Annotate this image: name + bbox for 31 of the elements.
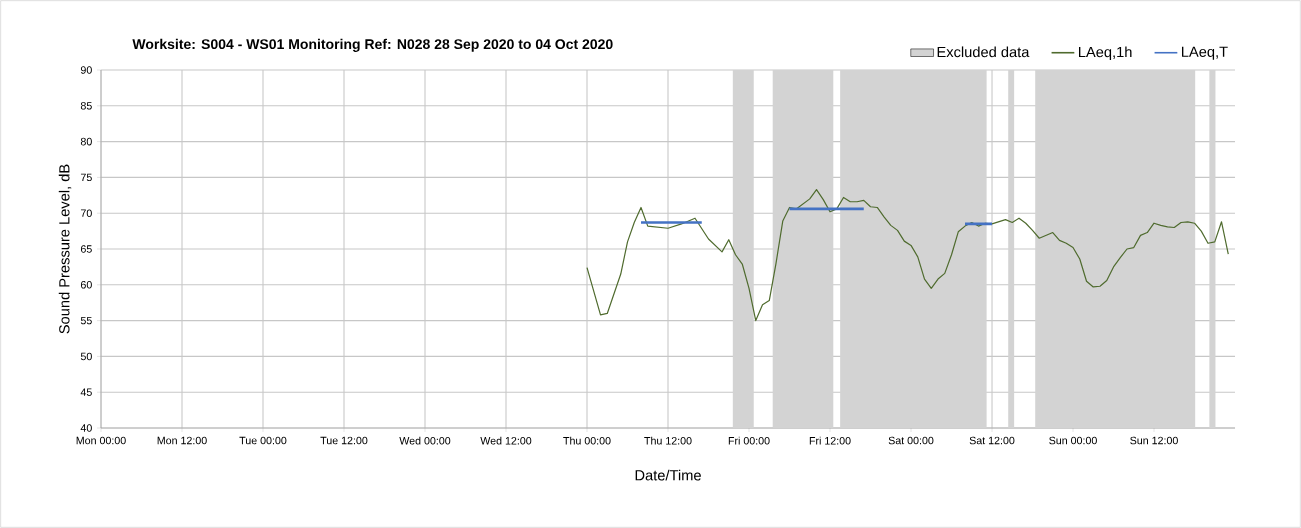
legend-label: LAeq,T: [1182, 46, 1228, 60]
x-axis-title: Date/Time: [635, 469, 701, 481]
y-axis-title: Sound Pressure Level, dB: [58, 164, 72, 334]
x-tick-label: Wed 00:00: [399, 436, 451, 445]
x-tick-label: Sun 12:00: [1130, 436, 1178, 445]
x-tick-label: Fri 00:00: [728, 436, 770, 445]
x-tick-label: Thu 12:00: [644, 436, 692, 445]
x-tick-label: Tue 12:00: [320, 436, 368, 445]
x-tick-label: Mon 12:00: [157, 436, 207, 445]
legend-label: Excluded data: [937, 46, 1030, 58]
x-tick-label: Fri 12:00: [809, 436, 851, 445]
y-tick-label: 70: [80, 209, 92, 217]
y-tick-label: 80: [80, 137, 92, 146]
y-tick-label: 45: [80, 388, 92, 396]
y-tick-label: 50: [80, 352, 92, 361]
chart-title: Worksite: S004 - WS01 Monitoring Ref: N028 28 Sep 2020 to 04 Oct 2020: [132, 38, 613, 52]
y-tick-label: 40: [80, 424, 92, 432]
x-tick-label: Tue 00:00: [239, 436, 287, 445]
x-tick-label: Thu 00:00: [563, 436, 611, 445]
x-tick-label: Sat 00:00: [888, 436, 934, 445]
y-tick-label: 75: [80, 173, 92, 182]
x-tick-label: Sat 12:00: [969, 436, 1015, 445]
x-tick-label: Wed 12:00: [480, 436, 532, 445]
y-tick-label: 60: [80, 281, 92, 289]
y-tick-label: 85: [80, 102, 92, 110]
y-tick-label: 90: [80, 66, 92, 74]
legend-label: LAeq,1h: [1079, 46, 1132, 61]
x-tick-label: Mon 00:00: [76, 436, 126, 445]
y-tick-label: 55: [80, 316, 92, 325]
y-tick-label: 65: [80, 245, 92, 253]
x-tick-label: Sun 00:00: [1049, 436, 1097, 445]
